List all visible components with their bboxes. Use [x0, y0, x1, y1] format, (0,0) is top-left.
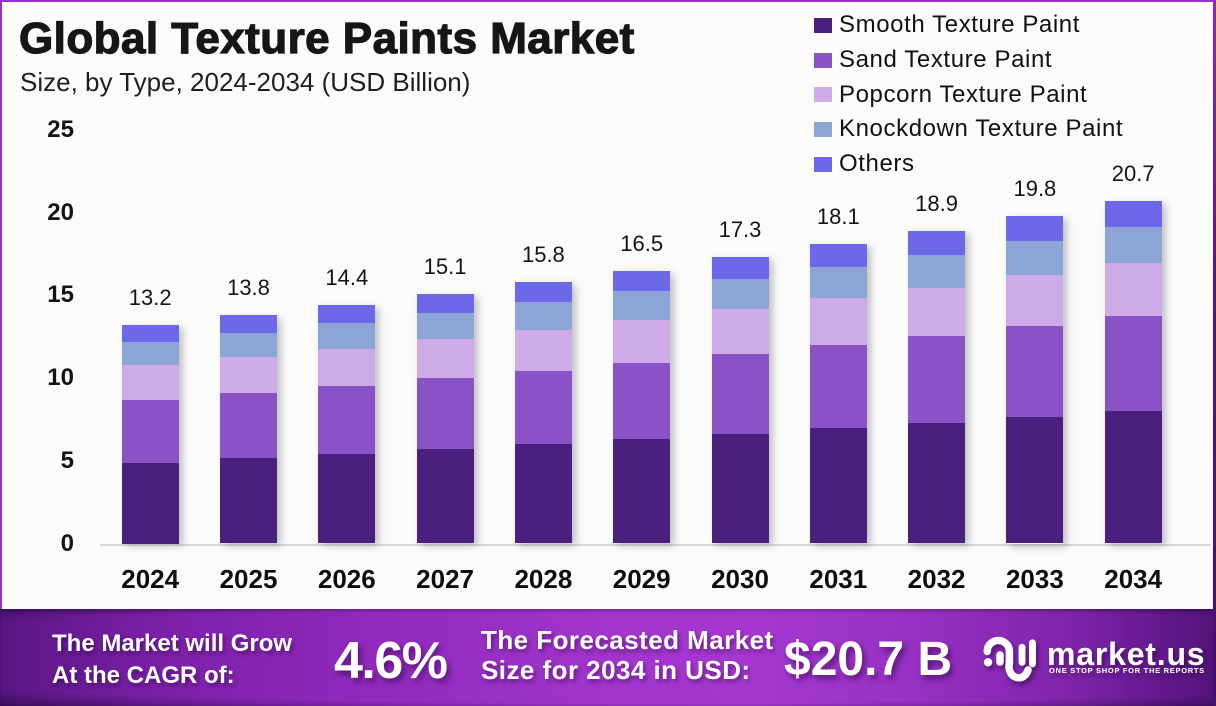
svg-text:market.us: market.us [1047, 636, 1205, 672]
svg-text:ONE STOP SHOP FOR THE REPORTS: ONE STOP SHOP FOR THE REPORTS [1049, 666, 1205, 675]
